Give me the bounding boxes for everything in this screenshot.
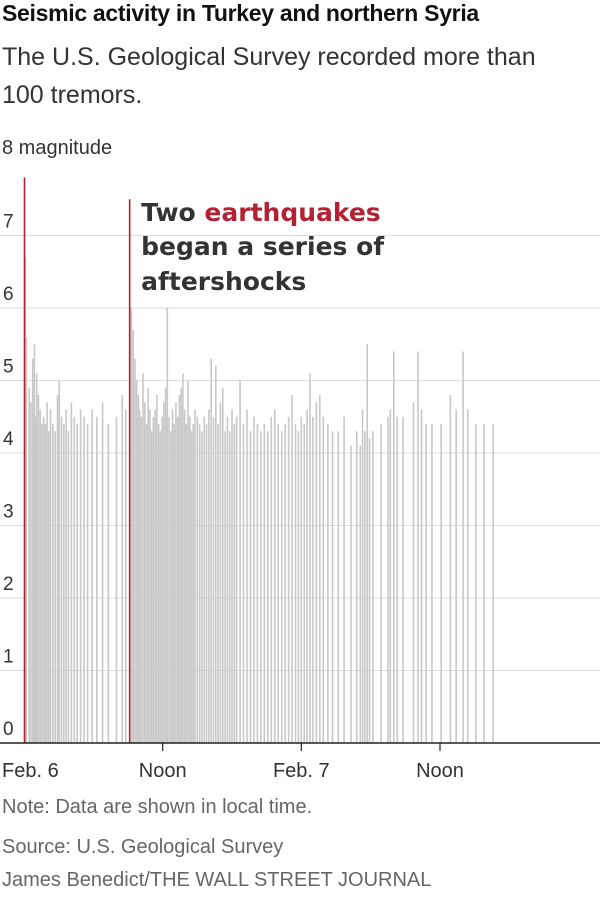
chart-title: Seismic activity in Turkey and northern … xyxy=(2,0,479,26)
footnote: Note: Data are shown in local time. xyxy=(2,796,313,818)
x-tick-label: Feb. 7 xyxy=(273,760,330,782)
y-tick-labels: 0 1 2 3 4 5 6 7 xyxy=(3,212,14,741)
y-tick-label: 0 xyxy=(3,719,14,740)
mainshock-lines xyxy=(23,177,131,743)
x-tick-label: Noon xyxy=(416,760,464,782)
annotation-text: Two xyxy=(141,198,204,227)
annotation-line-1: Two earthquakes xyxy=(141,198,381,227)
y-tick-label: 4 xyxy=(3,429,14,450)
y-tick-label: 3 xyxy=(3,502,14,523)
x-tick-label: Noon xyxy=(139,760,187,782)
y-axis-label: 8 magnitude xyxy=(2,137,113,159)
x-ticks: Feb. 6 Noon Feb. 7 Noon xyxy=(2,743,464,782)
chart-subtitle: The U.S. Geological Survey recorded more… xyxy=(2,43,536,109)
annotation-line-2: began a series of xyxy=(141,232,385,261)
x-tick-label: Feb. 6 xyxy=(2,760,59,782)
aftershock-bars xyxy=(24,257,494,743)
y-tick-label: 2 xyxy=(3,574,14,595)
annotation-line-3: aftershocks xyxy=(141,267,306,296)
gridlines xyxy=(0,235,600,671)
annotation-highlight: earthquakes xyxy=(204,198,380,227)
y-tick-label: 5 xyxy=(3,357,14,378)
y-tick-label: 7 xyxy=(3,212,14,233)
y-tick-label: 6 xyxy=(3,284,14,305)
source-line: Source: U.S. Geological Survey xyxy=(2,836,284,858)
credit-line: James Benedict/THE WALL STREET JOURNAL xyxy=(2,869,432,891)
y-tick-label: 1 xyxy=(3,647,14,668)
